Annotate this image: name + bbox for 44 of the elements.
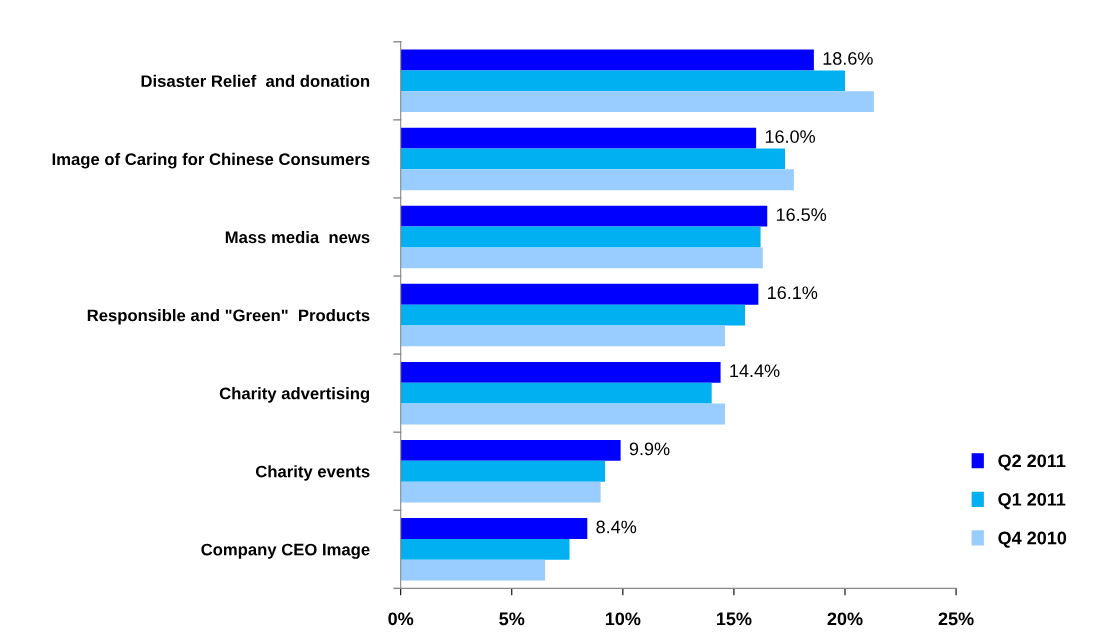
y-tick-label: Disaster Relief and donation [141,74,370,88]
bar [400,304,746,326]
bar [400,283,759,305]
bar [400,481,601,503]
legend-label: Q2 2011 [998,454,1066,471]
bar [400,226,761,248]
x-tick-label: 25% [938,612,974,626]
y-tick-label: Charity advertising [219,387,370,403]
bar [400,70,845,92]
y-tick-label: Responsible and "Green" Products [87,309,370,325]
bar [400,247,763,269]
bar [400,127,757,149]
x-tick-label: 5% [499,612,525,626]
y-tick-label: Mass media news [225,230,370,244]
bar [400,382,712,404]
x-tick-label: 20% [827,612,863,626]
x-tick-label: 10% [605,612,641,626]
data-label: 8.4% [596,520,637,534]
bar [400,518,588,539]
legend-label: Q4 2010 [998,531,1067,548]
data-label: 16.0% [765,130,816,143]
data-label: 16.5% [776,208,827,222]
data-label: 18.6% [823,52,873,65]
data-label: 9.9% [629,442,670,456]
bar [400,559,546,581]
data-label: 16.1% [768,286,818,300]
bar [400,403,726,425]
y-tick-label: Company CEO Image [201,543,370,559]
bar [400,91,874,113]
y-tick-label: Image of Caring for Chinese Consumers [52,152,370,169]
bar [400,148,786,170]
bar [400,440,621,461]
bar [400,460,606,482]
legend-label: Q1 2011 [998,493,1066,510]
bar [400,538,570,560]
data-label: 14.4% [730,364,780,378]
y-tick-label: Charity events [255,465,370,481]
bar [400,325,726,347]
x-tick-label: 15% [716,612,752,626]
bar [400,361,721,383]
x-tick-label: 0% [388,612,414,626]
bar [400,49,814,71]
bar [400,205,768,227]
bar [400,169,794,191]
